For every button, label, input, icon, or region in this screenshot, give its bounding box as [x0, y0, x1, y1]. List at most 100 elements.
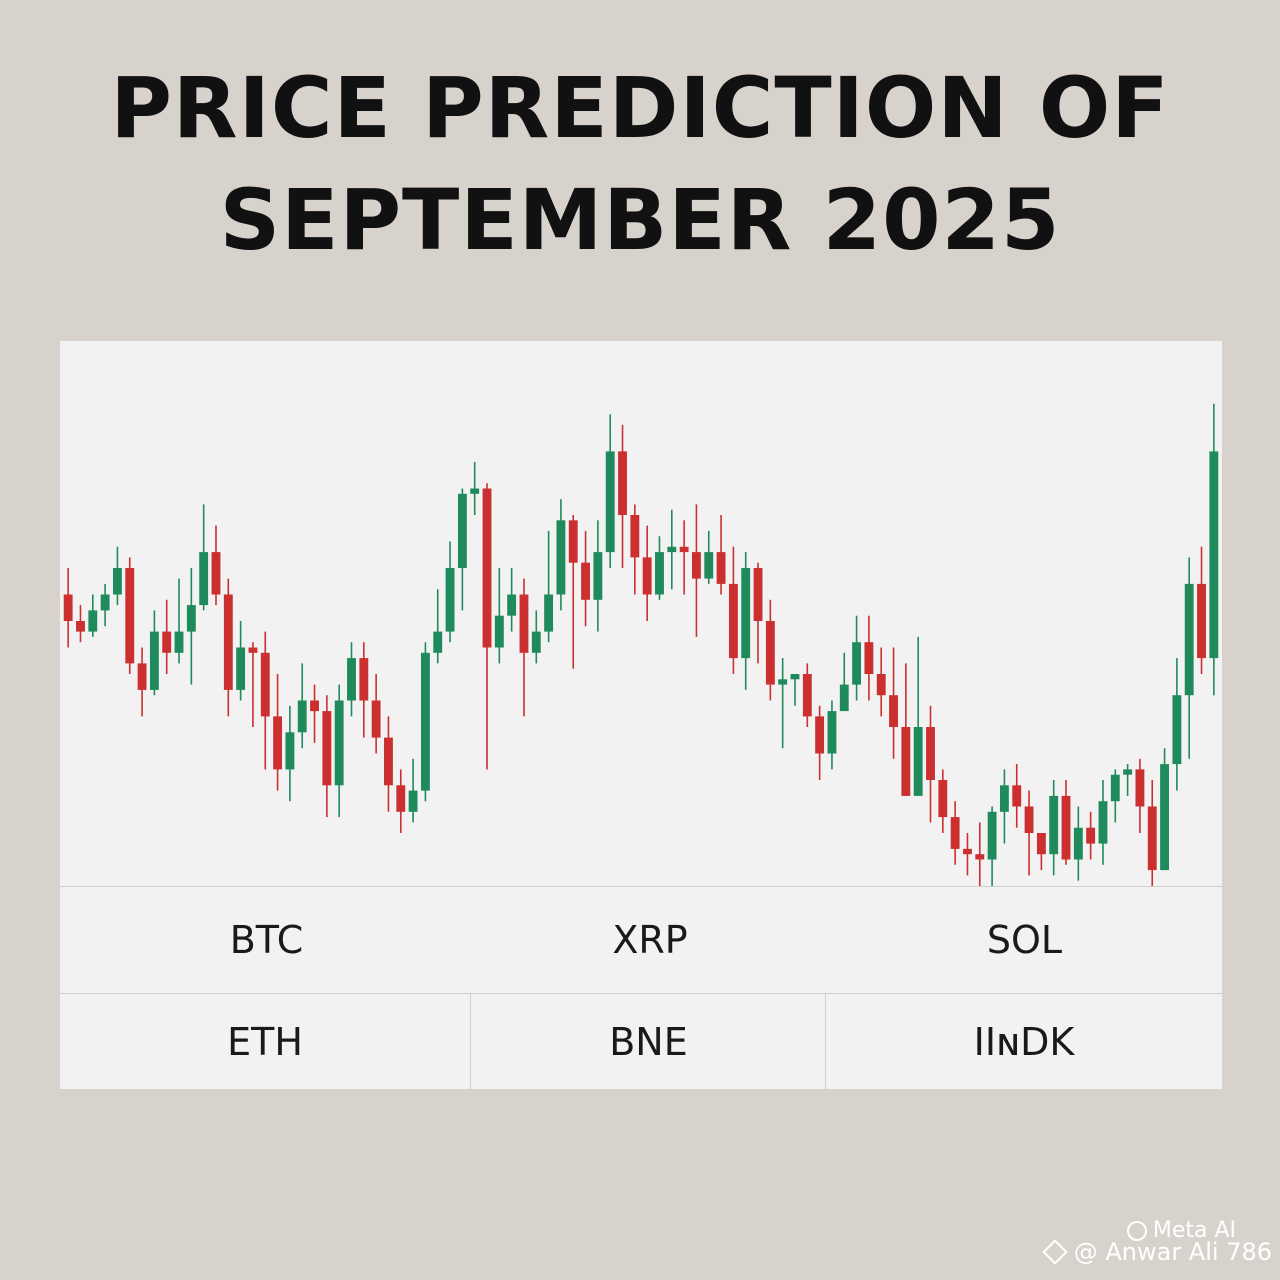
candle-body	[642, 557, 652, 595]
ticker-label: BNE	[609, 1020, 688, 1064]
candle-body	[359, 658, 369, 701]
candle-down	[310, 684, 319, 743]
candle-body	[876, 674, 886, 696]
candle-body	[1172, 695, 1182, 765]
candle-down	[938, 769, 948, 833]
candle-body	[236, 647, 246, 690]
candle-down	[642, 525, 652, 621]
candle-up	[704, 530, 714, 584]
candle-down	[926, 705, 935, 823]
candle-body	[815, 716, 825, 754]
candle-body	[260, 652, 270, 717]
meta-ai-watermark: Meta AI	[1126, 1218, 1236, 1243]
candle-up	[1073, 806, 1083, 881]
candle-body	[1110, 774, 1120, 802]
candle-down	[618, 424, 627, 568]
candle-body	[1086, 827, 1096, 844]
candle-down	[679, 520, 689, 595]
candle-body	[297, 700, 307, 733]
candle-down	[1061, 780, 1071, 865]
candle-body	[1184, 583, 1194, 696]
candle-body	[901, 727, 911, 796]
candle-up	[999, 769, 1009, 844]
candle-body	[1135, 769, 1145, 807]
candle-body	[137, 663, 147, 690]
candle-body	[1049, 795, 1059, 855]
ticker-label: IIɴDK	[973, 1020, 1075, 1064]
candle-down	[322, 695, 332, 818]
candle-body	[556, 520, 566, 595]
candle-up	[839, 652, 849, 712]
candle-down	[248, 642, 258, 727]
candle-body	[605, 451, 615, 553]
candle-body	[987, 811, 997, 860]
candle-body	[445, 568, 455, 632]
candle-body	[334, 700, 344, 786]
candle-body	[125, 568, 135, 664]
candle-body	[728, 583, 738, 659]
candle-up	[913, 636, 923, 796]
candle-body	[211, 552, 221, 595]
candle-body	[852, 642, 862, 685]
candle-body	[347, 658, 356, 701]
candle-down	[1147, 780, 1157, 886]
ticker-cell: XRP	[473, 887, 827, 993]
candle-body	[310, 700, 319, 712]
candle-down	[581, 530, 590, 627]
candle-up	[470, 462, 480, 515]
candle-body	[926, 727, 935, 780]
candle-body	[1012, 785, 1022, 807]
candle-up	[334, 684, 344, 818]
candle-body	[716, 552, 726, 584]
candle-up	[457, 488, 467, 611]
candle-body	[679, 546, 689, 553]
candle-body	[692, 552, 701, 579]
candle-up	[149, 610, 159, 696]
ticker-row-2: ETH BNE IIɴDK	[60, 994, 1222, 1090]
candle-up	[236, 621, 246, 701]
candle-up	[507, 568, 517, 632]
candle-body	[149, 631, 159, 690]
candle-down	[815, 705, 825, 780]
candle-body	[741, 568, 751, 659]
candle-body	[457, 493, 467, 568]
candle-body	[371, 700, 381, 738]
candle-body	[408, 790, 418, 812]
candle-body	[999, 785, 1009, 812]
candle-up	[655, 536, 664, 600]
candle-body	[470, 488, 480, 494]
candle-down	[223, 578, 233, 717]
candle-body	[839, 684, 849, 712]
candle-up	[347, 642, 356, 717]
candle-down	[864, 615, 874, 701]
watermark-brand: Meta AI	[1152, 1218, 1236, 1243]
candle-down	[1135, 758, 1145, 833]
candle-up	[297, 663, 307, 749]
ticker-label: SOL	[986, 918, 1063, 962]
candle-down	[568, 515, 578, 669]
candle-up	[1049, 780, 1059, 876]
candle-down	[765, 599, 775, 701]
candle-body	[765, 621, 775, 685]
ticker-grid: BTC XRP SOL ETH BNE IIɴDK	[60, 886, 1222, 1090]
candle-body	[655, 552, 664, 595]
title-line-2: SEPTEMBER 2025	[219, 171, 1061, 269]
page-title: PRICE PREDICTION OF SEPTEMBER 2025	[0, 52, 1280, 276]
candle-body	[593, 552, 603, 600]
candle-up	[88, 594, 98, 637]
candle-body	[950, 817, 960, 849]
ticker-cell: ETH	[60, 994, 470, 1090]
candle-up	[531, 610, 541, 664]
candle-up	[852, 615, 862, 701]
candle-up	[790, 674, 800, 706]
candle-up	[100, 583, 110, 627]
candle-body	[790, 674, 800, 680]
candle-down	[950, 801, 960, 865]
candle-down	[963, 833, 972, 876]
candle-down	[260, 631, 270, 770]
chart-panel: BTC XRP SOL ETH BNE IIɴDK	[60, 341, 1222, 1090]
candle-body	[507, 594, 517, 616]
candle-down	[1197, 546, 1206, 674]
candle-down	[359, 642, 369, 738]
candle-down	[1086, 811, 1096, 860]
